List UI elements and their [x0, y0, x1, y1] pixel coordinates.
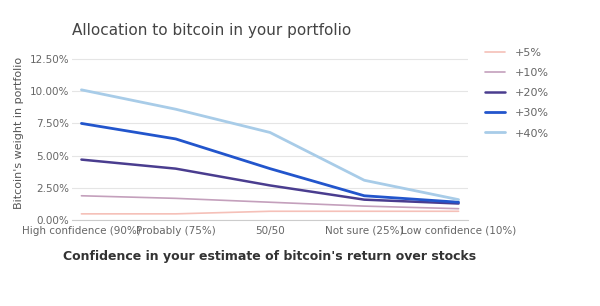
- +30%: [266, 167, 274, 170]
- +30%: [172, 137, 179, 141]
- +40%: [266, 131, 274, 134]
- +10%: [361, 204, 368, 208]
- Line: +5%: +5%: [82, 211, 458, 214]
- +40%: [361, 178, 368, 182]
- +5%: [455, 209, 462, 213]
- +10%: [172, 196, 179, 200]
- Line: +20%: +20%: [82, 160, 458, 203]
- Line: +40%: +40%: [82, 90, 458, 200]
- Line: +10%: +10%: [82, 196, 458, 209]
- +30%: [361, 194, 368, 198]
- +20%: [78, 158, 85, 162]
- Legend: +5%, +10%, +20%, +30%, +40%: +5%, +10%, +20%, +30%, +40%: [485, 48, 548, 139]
- +40%: [78, 88, 85, 92]
- Text: Allocation to bitcoin in your portfolio: Allocation to bitcoin in your portfolio: [72, 23, 351, 38]
- +5%: [266, 209, 274, 213]
- +20%: [172, 167, 179, 170]
- +5%: [361, 209, 368, 213]
- +20%: [361, 198, 368, 201]
- Line: +30%: +30%: [82, 123, 458, 202]
- +30%: [78, 121, 85, 125]
- +40%: [172, 107, 179, 111]
- +5%: [172, 212, 179, 216]
- +10%: [455, 207, 462, 211]
- +5%: [78, 212, 85, 216]
- +20%: [455, 202, 462, 205]
- +10%: [266, 200, 274, 204]
- +30%: [455, 200, 462, 204]
- +10%: [78, 194, 85, 198]
- Y-axis label: Bitcoin's weight in portfolio: Bitcoin's weight in portfolio: [14, 57, 24, 209]
- +20%: [266, 184, 274, 187]
- X-axis label: Confidence in your estimate of bitcoin's return over stocks: Confidence in your estimate of bitcoin's…: [64, 250, 476, 263]
- +40%: [455, 198, 462, 201]
